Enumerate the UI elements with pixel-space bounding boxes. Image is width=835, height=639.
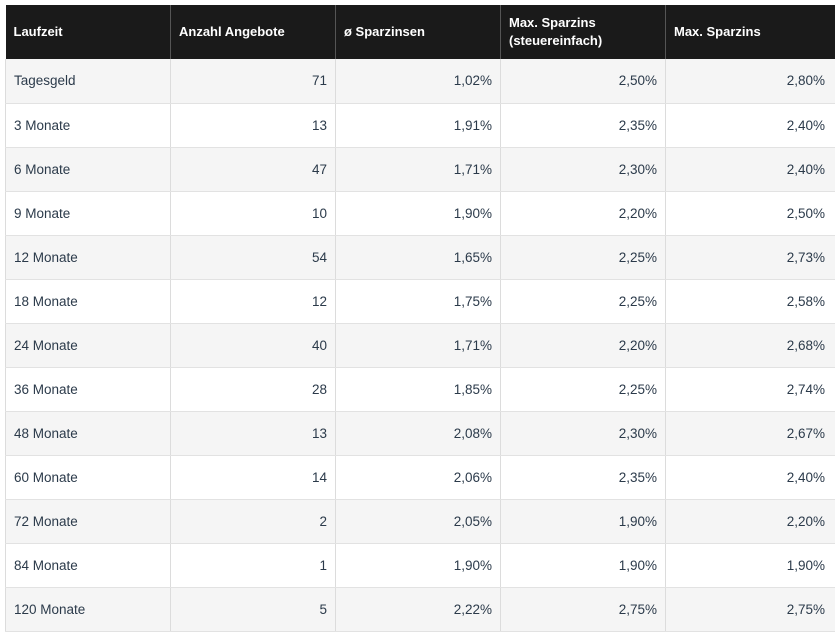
cell-avg-sparzinsen: 1,71% xyxy=(335,323,501,368)
header-laufzeit: Laufzeit xyxy=(5,5,171,59)
table-row: 18 Monate 12 1,75% 2,25% 2,58% xyxy=(5,279,835,324)
cell-avg-sparzinsen: 1,65% xyxy=(335,235,501,280)
cell-max-sparzins: 2,75% xyxy=(665,587,835,632)
cell-max-sparzins: 2,58% xyxy=(665,279,835,324)
cell-max-sparzins: 2,50% xyxy=(665,191,835,236)
cell-laufzeit: 84 Monate xyxy=(5,543,171,588)
cell-max-sparzins: 2,68% xyxy=(665,323,835,368)
cell-laufzeit: 72 Monate xyxy=(5,499,171,544)
cell-max-sparzins-steuereinfach: 2,25% xyxy=(500,235,666,280)
cell-max-sparzins: 2,73% xyxy=(665,235,835,280)
table-row: 9 Monate 10 1,90% 2,20% 2,50% xyxy=(5,191,835,236)
table-row: 3 Monate 13 1,91% 2,35% 2,40% xyxy=(5,103,835,148)
rates-table: Laufzeit Anzahl Angebote ø Sparzinsen Ma… xyxy=(5,5,835,632)
cell-max-sparzins: 2,40% xyxy=(665,455,835,500)
cell-max-sparzins-steuereinfach: 2,35% xyxy=(500,103,666,148)
cell-avg-sparzinsen: 2,22% xyxy=(335,587,501,632)
table-row: 60 Monate 14 2,06% 2,35% 2,40% xyxy=(5,455,835,500)
cell-anzahl-angebote: 5 xyxy=(170,587,336,632)
rates-table-container: Laufzeit Anzahl Angebote ø Sparzinsen Ma… xyxy=(5,5,835,635)
cell-laufzeit: 3 Monate xyxy=(5,103,171,148)
cell-max-sparzins-steuereinfach: 2,25% xyxy=(500,367,666,412)
table-row: 12 Monate 54 1,65% 2,25% 2,73% xyxy=(5,235,835,280)
table-body: Tagesgeld 71 1,02% 2,50% 2,80% 3 Monate 13 1,91… xyxy=(5,59,835,632)
cell-max-sparzins-steuereinfach: 2,75% xyxy=(500,587,666,632)
cell-laufzeit: 9 Monate xyxy=(5,191,171,236)
cell-anzahl-angebote: 47 xyxy=(170,147,336,192)
cell-avg-sparzinsen: 1,90% xyxy=(335,191,501,236)
cell-max-sparzins: 2,40% xyxy=(665,147,835,192)
cell-laufzeit: 60 Monate xyxy=(5,455,171,500)
cell-avg-sparzinsen: 1,02% xyxy=(335,59,501,104)
cell-laufzeit: 24 Monate xyxy=(5,323,171,368)
cell-laufzeit: 12 Monate xyxy=(5,235,171,280)
table-row: 24 Monate 40 1,71% 2,20% 2,68% xyxy=(5,323,835,368)
cell-max-sparzins-steuereinfach: 2,20% xyxy=(500,191,666,236)
cell-max-sparzins-steuereinfach: 2,30% xyxy=(500,147,666,192)
cell-avg-sparzinsen: 2,08% xyxy=(335,411,501,456)
table-row: 72 Monate 2 2,05% 1,90% 2,20% xyxy=(5,499,835,544)
cell-avg-sparzinsen: 2,06% xyxy=(335,455,501,500)
cell-anzahl-angebote: 2 xyxy=(170,499,336,544)
cell-max-sparzins-steuereinfach: 2,30% xyxy=(500,411,666,456)
cell-max-sparzins-steuereinfach: 2,35% xyxy=(500,455,666,500)
cell-laufzeit: 18 Monate xyxy=(5,279,171,324)
table-row: 48 Monate 13 2,08% 2,30% 2,67% xyxy=(5,411,835,456)
cell-max-sparzins: 2,80% xyxy=(665,59,835,104)
table-row: 120 Monate 5 2,22% 2,75% 2,75% xyxy=(5,587,835,632)
header-anzahl-angebote: Anzahl Angebote xyxy=(170,5,336,59)
cell-max-sparzins-steuereinfach: 2,20% xyxy=(500,323,666,368)
cell-laufzeit: Tagesgeld xyxy=(5,59,171,104)
table-row: 36 Monate 28 1,85% 2,25% 2,74% xyxy=(5,367,835,412)
cell-max-sparzins-steuereinfach: 2,50% xyxy=(500,59,666,104)
header-row: Laufzeit Anzahl Angebote ø Sparzinsen Ma… xyxy=(5,5,835,59)
cell-max-sparzins: 2,20% xyxy=(665,499,835,544)
header-avg-sparzinsen: ø Sparzinsen xyxy=(335,5,501,59)
cell-laufzeit: 36 Monate xyxy=(5,367,171,412)
table-row: Tagesgeld 71 1,02% 2,50% 2,80% xyxy=(5,59,835,104)
cell-laufzeit: 120 Monate xyxy=(5,587,171,632)
cell-avg-sparzinsen: 1,90% xyxy=(335,543,501,588)
cell-max-sparzins-steuereinfach: 1,90% xyxy=(500,499,666,544)
cell-avg-sparzinsen: 1,85% xyxy=(335,367,501,412)
cell-anzahl-angebote: 14 xyxy=(170,455,336,500)
cell-avg-sparzinsen: 1,75% xyxy=(335,279,501,324)
cell-anzahl-angebote: 13 xyxy=(170,103,336,148)
cell-anzahl-angebote: 12 xyxy=(170,279,336,324)
cell-max-sparzins: 2,40% xyxy=(665,103,835,148)
cell-avg-sparzinsen: 1,91% xyxy=(335,103,501,148)
cell-max-sparzins: 2,67% xyxy=(665,411,835,456)
cell-max-sparzins: 1,90% xyxy=(665,543,835,588)
cell-anzahl-angebote: 40 xyxy=(170,323,336,368)
cell-laufzeit: 48 Monate xyxy=(5,411,171,456)
cell-anzahl-angebote: 54 xyxy=(170,235,336,280)
cell-max-sparzins-steuereinfach: 1,90% xyxy=(500,543,666,588)
cell-max-sparzins: 2,74% xyxy=(665,367,835,412)
table-header: Laufzeit Anzahl Angebote ø Sparzinsen Ma… xyxy=(5,5,835,59)
cell-anzahl-angebote: 71 xyxy=(170,59,336,104)
cell-avg-sparzinsen: 1,71% xyxy=(335,147,501,192)
cell-max-sparzins-steuereinfach: 2,25% xyxy=(500,279,666,324)
cell-anzahl-angebote: 10 xyxy=(170,191,336,236)
table-row: 6 Monate 47 1,71% 2,30% 2,40% xyxy=(5,147,835,192)
header-max-sparzins-steuereinfach: Max. Sparzins (steuereinfach) xyxy=(500,5,666,59)
cell-anzahl-angebote: 1 xyxy=(170,543,336,588)
cell-avg-sparzinsen: 2,05% xyxy=(335,499,501,544)
header-max-sparzins: Max. Sparzins xyxy=(674,24,761,39)
cell-anzahl-angebote: 28 xyxy=(170,367,336,412)
cell-anzahl-angebote: 13 xyxy=(170,411,336,456)
table-row: 84 Monate 1 1,90% 1,90% 1,90% xyxy=(5,543,835,588)
cell-laufzeit: 6 Monate xyxy=(5,147,171,192)
